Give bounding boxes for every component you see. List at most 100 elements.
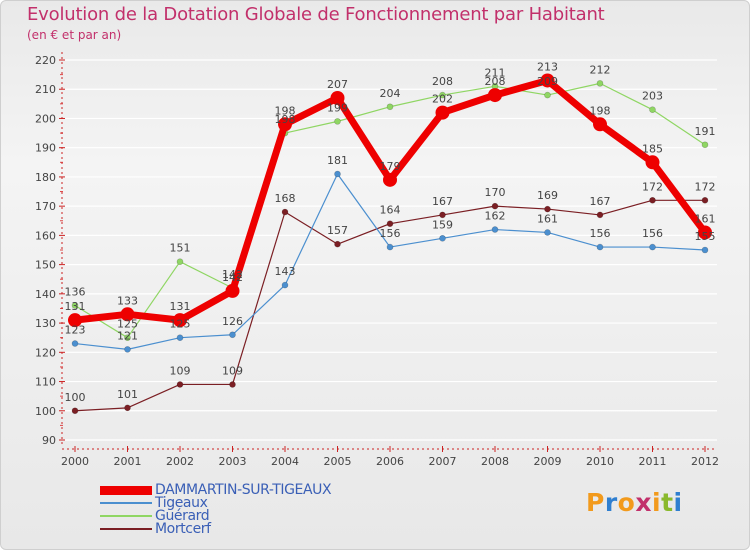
data-label: 151 <box>170 242 191 255</box>
data-label: 142 <box>222 268 243 281</box>
data-label: 157 <box>327 224 348 237</box>
logo-letter: t <box>661 488 674 517</box>
data-label: 161 <box>695 212 716 225</box>
y-tick-label: 150 <box>35 259 56 272</box>
data-label: 125 <box>117 318 138 331</box>
data-point <box>698 225 712 240</box>
data-label: 208 <box>432 75 453 88</box>
data-label: 213 <box>537 60 558 73</box>
data-label: 131 <box>170 300 191 313</box>
data-point <box>120 307 135 322</box>
data-label: 161 <box>537 212 558 225</box>
x-tick-label: 2001 <box>114 455 142 468</box>
logo-letter: x <box>635 488 652 517</box>
x-tick-label: 2006 <box>376 455 404 468</box>
data-label: 142 <box>222 271 243 284</box>
x-tick-label: 2010 <box>586 455 614 468</box>
data-point <box>540 73 555 88</box>
data-label: 126 <box>222 315 243 328</box>
data-label: 123 <box>65 324 86 337</box>
data-label: 143 <box>275 265 296 278</box>
data-label: 198 <box>275 104 296 117</box>
data-point <box>386 243 394 251</box>
proxiti-logo: Proxiti <box>586 488 683 517</box>
y-tick-label: 130 <box>35 317 56 330</box>
data-point <box>71 340 79 347</box>
data-label: 170 <box>485 186 506 199</box>
chart-title: Evolution de la Dotation Globale de Fonc… <box>27 4 605 25</box>
x-tick-label: 2003 <box>219 455 247 468</box>
data-point <box>176 381 184 388</box>
data-point <box>124 334 131 341</box>
y-tick-label: 100 <box>35 405 56 418</box>
legend-label: Mortcerf <box>155 521 211 537</box>
x-tick-label: 2004 <box>271 455 299 468</box>
legend: DAMMARTIN-SUR-TIGEAUX Tigeaux Guérard Mo… <box>100 482 400 537</box>
data-label: 199 <box>327 101 348 114</box>
data-label: 211 <box>485 66 506 79</box>
data-point <box>701 141 709 149</box>
data-label: 198 <box>275 113 296 126</box>
legend-item-dammartin: DAMMARTIN-SUR-TIGEAUX <box>100 482 400 498</box>
data-label: 179 <box>380 160 401 173</box>
logo-letter: o <box>617 488 636 517</box>
data-label: 169 <box>537 189 558 202</box>
data-label: 198 <box>590 104 611 117</box>
x-tick-label: 2011 <box>639 455 667 468</box>
data-label: 185 <box>642 142 663 155</box>
data-point <box>544 91 551 99</box>
data-label: 172 <box>642 180 663 193</box>
data-label: 168 <box>275 192 296 205</box>
legend-swatch <box>100 528 152 530</box>
legend-item-tigeaux: Tigeaux <box>100 495 400 511</box>
data-point <box>281 281 289 289</box>
data-label: 167 <box>590 195 611 208</box>
legend-label: DAMMARTIN-SUR-TIGEAUX <box>155 482 332 498</box>
data-point <box>71 302 79 309</box>
y-tick-label: 200 <box>35 112 56 125</box>
data-label: 207 <box>327 78 348 91</box>
data-label: 156 <box>642 227 663 240</box>
data-point <box>383 172 397 187</box>
data-label: 172 <box>695 180 716 193</box>
data-label: 136 <box>65 286 86 299</box>
data-point <box>649 243 656 251</box>
data-label: 202 <box>432 93 453 106</box>
data-point <box>701 246 709 254</box>
data-point <box>544 229 551 236</box>
y-tick-label: 170 <box>35 200 56 213</box>
logo-letter: P <box>586 488 605 517</box>
x-tick-label: 2007 <box>429 455 457 468</box>
data-point <box>278 117 292 132</box>
data-point <box>435 105 450 120</box>
data-point <box>701 197 709 204</box>
y-tick-label: 120 <box>35 346 56 359</box>
data-label: 164 <box>380 204 401 217</box>
data-point <box>439 235 446 242</box>
legend-item-mortcerf: Mortcerf <box>100 521 400 537</box>
data-label: 155 <box>695 230 716 243</box>
data-label: 156 <box>590 227 611 240</box>
data-label: 167 <box>432 195 453 208</box>
data-label: 156 <box>380 227 401 240</box>
data-label: 159 <box>432 218 453 231</box>
data-label: 121 <box>117 329 138 342</box>
data-label: 133 <box>117 294 138 307</box>
y-tick-label: 110 <box>35 376 56 389</box>
data-point <box>645 155 660 170</box>
data-label: 212 <box>590 63 611 76</box>
data-point <box>334 240 341 248</box>
data-label: 125 <box>170 318 191 331</box>
data-point <box>124 404 131 412</box>
x-tick-label: 2002 <box>166 455 194 468</box>
data-point <box>439 211 446 219</box>
data-point <box>596 243 604 251</box>
data-label: 101 <box>117 388 138 401</box>
y-tick-label: 90 <box>42 434 56 447</box>
data-label: 209 <box>537 75 558 88</box>
y-tick-label: 210 <box>35 83 56 96</box>
data-point <box>176 334 184 341</box>
legend-label: Guérard <box>155 508 210 524</box>
